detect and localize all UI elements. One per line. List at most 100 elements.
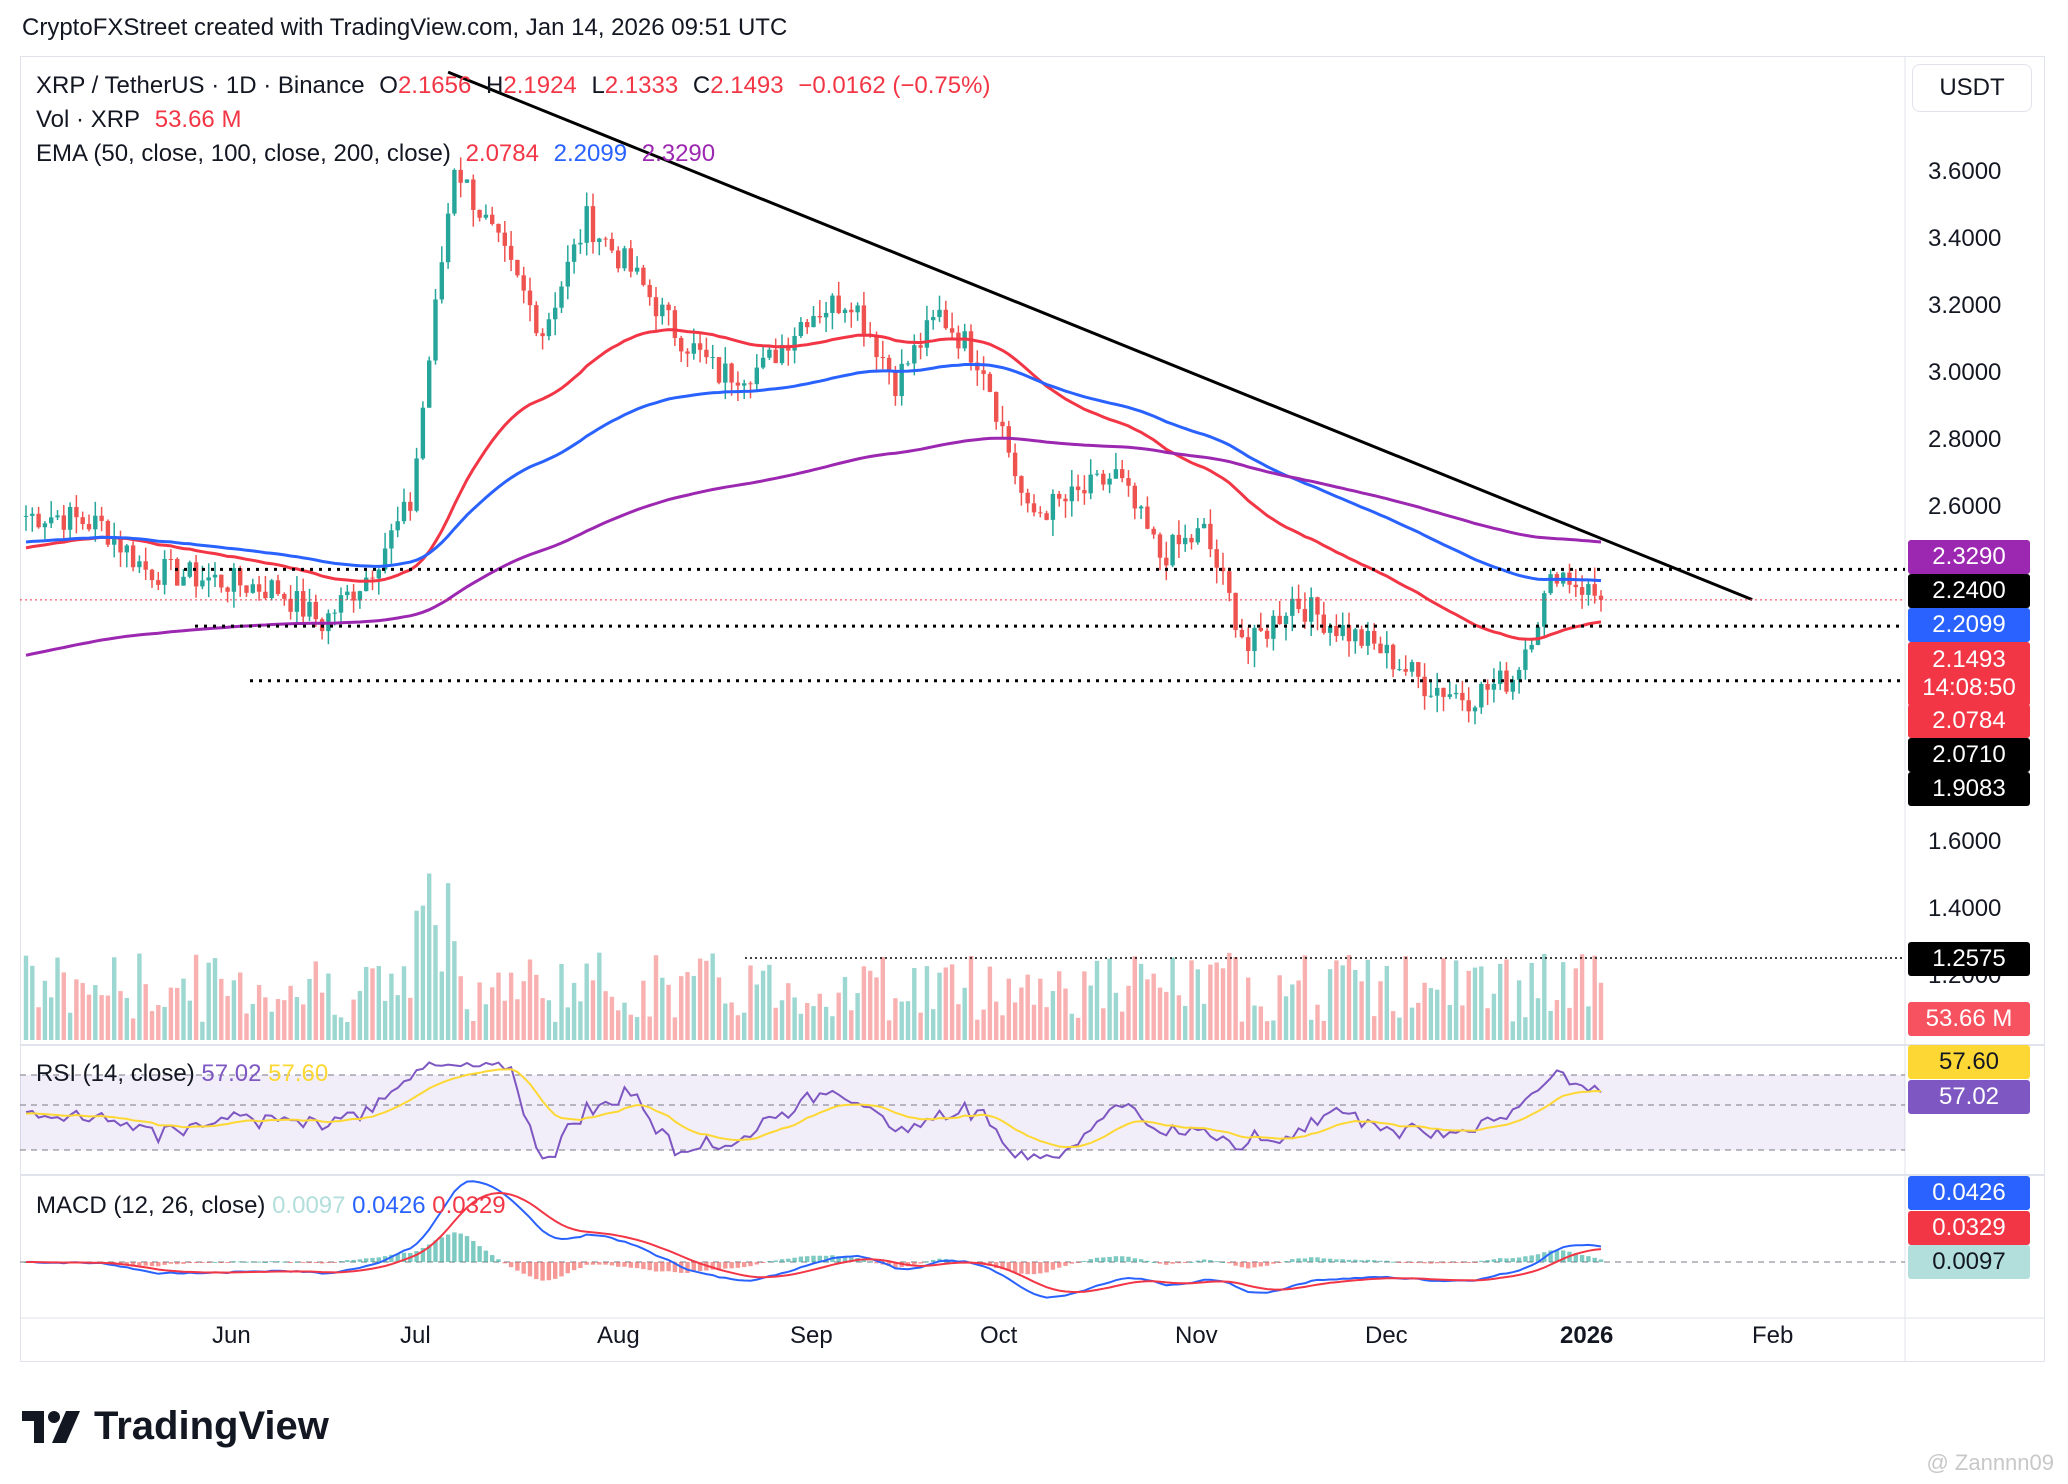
- macd-histogram-bar: [1227, 1262, 1232, 1264]
- candle: [105, 519, 111, 548]
- macd-histogram-bar: [445, 1234, 451, 1262]
- rsi-value: 57.02: [201, 1060, 262, 1087]
- candle: [767, 347, 772, 361]
- candle: [187, 560, 192, 579]
- volume-bar: [1334, 960, 1339, 1040]
- macd-histogram-bar: [565, 1262, 570, 1274]
- candle: [445, 202, 451, 269]
- candle: [811, 306, 816, 328]
- symbol-title[interactable]: XRP / TetherUS · 1D · Binance: [36, 72, 365, 99]
- volume-bar: [1567, 1007, 1572, 1040]
- volume-bar: [987, 966, 993, 1040]
- macd-histogram-bar: [263, 1261, 268, 1263]
- candle-body: [918, 345, 923, 348]
- candle: [74, 495, 79, 534]
- volume-bar: [1516, 980, 1522, 1040]
- volume-bar: [868, 970, 873, 1040]
- volume-bar: [1000, 1015, 1005, 1040]
- macd-histogram-bar: [1466, 1262, 1471, 1263]
- volume-bar: [634, 1017, 640, 1040]
- candle: [1485, 679, 1490, 705]
- macd-histogram-bar: [332, 1262, 337, 1263]
- volume-bar: [616, 1010, 621, 1040]
- volume-bar: [899, 1001, 904, 1040]
- macd-histogram-bar: [1504, 1258, 1509, 1262]
- candle: [256, 575, 262, 601]
- volume-bar: [874, 977, 879, 1040]
- candle: [49, 501, 54, 528]
- candle-body: [584, 206, 589, 243]
- macd-histogram-bar: [1012, 1262, 1018, 1273]
- rsi-label[interactable]: RSI (14, close): [36, 1060, 195, 1087]
- volume-bar: [729, 1002, 734, 1040]
- macd-histogram-bar: [219, 1262, 224, 1263]
- macd-histogram-bar: [238, 1261, 243, 1263]
- ema100-line: [25, 363, 1602, 583]
- candle-body: [401, 501, 407, 522]
- price-tag: 2.2099: [1908, 608, 2030, 642]
- candle-body: [527, 290, 533, 306]
- macd-histogram-bar: [1378, 1260, 1383, 1262]
- volume-bar: [527, 959, 533, 1040]
- macd-histogram-bar: [162, 1262, 167, 1265]
- volume-bar: [496, 972, 501, 1040]
- price-axis-label: 3.0000: [1928, 359, 2002, 386]
- volume-bar: [1573, 968, 1578, 1040]
- candle-body: [477, 209, 482, 218]
- macd-histogram-bar: [376, 1257, 381, 1262]
- candle-body: [1012, 452, 1018, 477]
- candle: [427, 356, 432, 408]
- candle: [1101, 469, 1106, 491]
- candle: [42, 521, 48, 540]
- candle: [175, 557, 180, 586]
- candle-body: [1183, 537, 1188, 545]
- macd-hist-value: 0.0097: [272, 1192, 346, 1219]
- candle-body: [1409, 662, 1415, 672]
- tradingview-logo[interactable]: TradingView: [22, 1404, 329, 1449]
- candle: [143, 547, 148, 581]
- candle: [716, 356, 722, 385]
- candle: [975, 350, 980, 386]
- candle-body: [590, 206, 596, 243]
- volume-bar: [622, 1002, 627, 1040]
- candle-body: [156, 580, 161, 585]
- candle-body: [540, 333, 545, 337]
- candle-body: [1201, 523, 1207, 529]
- candle: [1409, 659, 1415, 677]
- macd-histogram-bar: [282, 1261, 287, 1263]
- candle: [55, 510, 60, 520]
- macd-histogram-bar: [1214, 1261, 1219, 1263]
- candle-body: [1101, 473, 1106, 485]
- macd-histogram-bar: [893, 1262, 898, 1268]
- ema-label[interactable]: EMA (50, close, 100, close, 200, close): [36, 140, 451, 167]
- candle-body: [842, 309, 848, 313]
- volume-label[interactable]: Vol · XRP: [36, 106, 141, 133]
- candle-body: [206, 577, 211, 581]
- volume-bar: [351, 999, 356, 1040]
- volume-bar: [477, 982, 482, 1040]
- candle-body: [609, 238, 615, 251]
- price-tag: 2.0710: [1908, 738, 2030, 772]
- candle: [1019, 475, 1024, 506]
- macd-label[interactable]: MACD (12, 26, close): [36, 1192, 266, 1219]
- volume-bar: [1504, 959, 1509, 1040]
- candle: [578, 229, 583, 254]
- currency-button[interactable]: USDT: [1912, 64, 2032, 112]
- candle-body: [1038, 512, 1043, 514]
- macd-histogram-bar: [779, 1259, 785, 1262]
- indicator-tag: 0.0097: [1908, 1245, 2030, 1279]
- volume-bar: [603, 991, 608, 1040]
- volume-bar: [137, 953, 142, 1040]
- candle-body: [754, 367, 759, 385]
- ohlc-open: O2.1656: [379, 72, 472, 99]
- volume-bar: [660, 977, 665, 1040]
- candle: [849, 302, 854, 328]
- candle-body: [143, 561, 148, 570]
- candle-body: [49, 517, 54, 524]
- candle: [112, 522, 117, 558]
- candle-body: [521, 275, 526, 291]
- candle: [30, 507, 35, 532]
- candle-body: [275, 580, 281, 595]
- candle-body: [1050, 493, 1056, 520]
- volume-bar: [849, 1010, 854, 1040]
